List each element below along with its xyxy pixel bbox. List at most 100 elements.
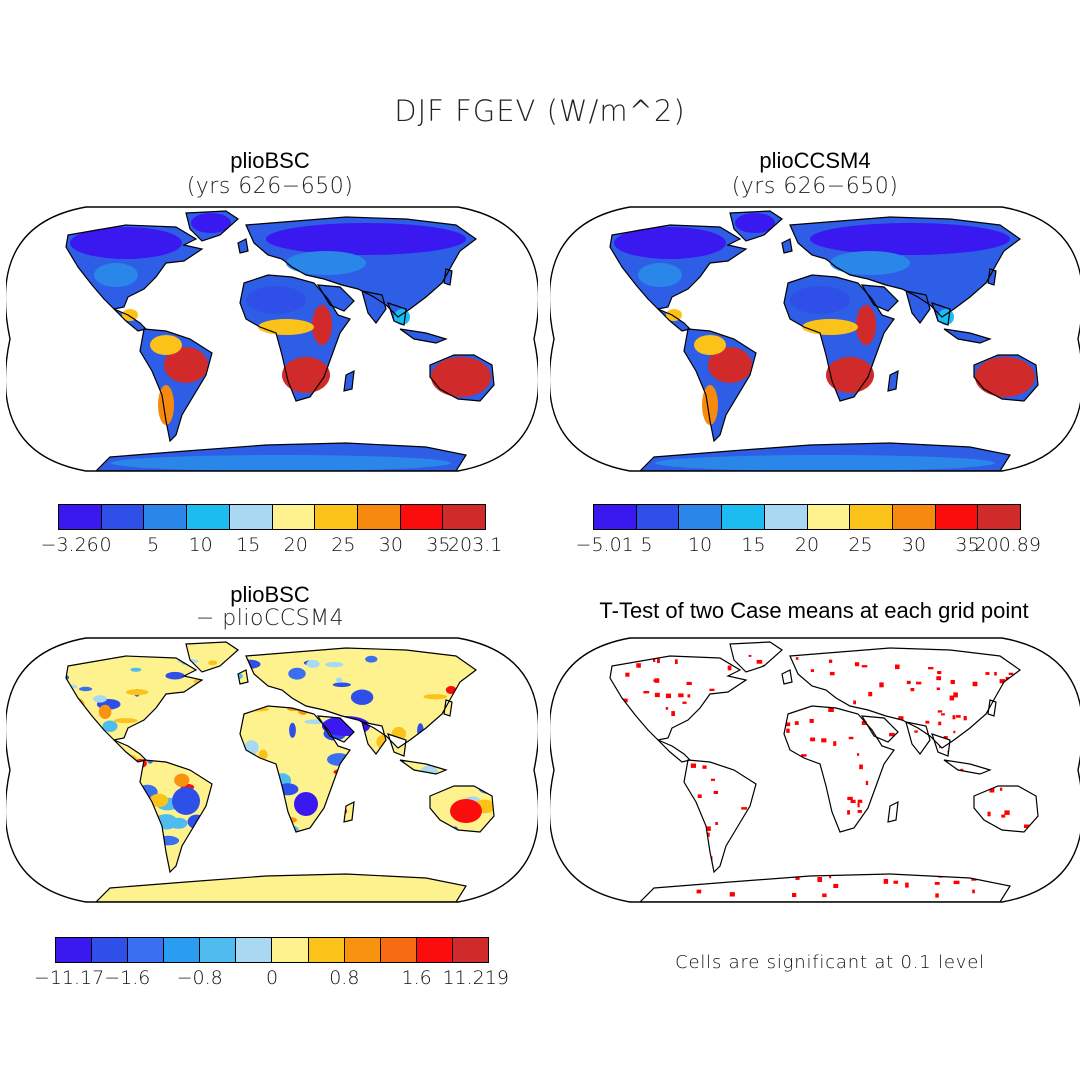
significant-cell	[853, 700, 856, 705]
coastline-uk	[237, 238, 249, 254]
colorbar-tick-label: 20	[283, 534, 308, 556]
colorbar-swatch	[722, 505, 765, 529]
diff-patch	[79, 686, 93, 692]
significant-cell	[928, 667, 934, 670]
significant-cell	[985, 672, 990, 675]
diff-patch	[350, 689, 374, 705]
colorbar-swatch	[850, 505, 893, 529]
colorbar-tick-label: 20	[794, 534, 820, 556]
coastline-uk	[237, 669, 249, 685]
significant-cell	[833, 741, 837, 746]
coastline-seasia	[931, 302, 951, 326]
coastline-sa	[139, 759, 213, 874]
diff-patch	[98, 704, 112, 719]
amazon-edge	[694, 335, 726, 355]
significant-cell	[686, 681, 692, 685]
amazon-edge	[150, 335, 182, 355]
significant-cell	[1005, 676, 1009, 681]
coastline-eurasia	[245, 216, 478, 318]
significant-cell	[682, 701, 687, 704]
significant-cell	[795, 875, 800, 880]
significant-cell	[936, 676, 941, 681]
panel-4-title: T-Test of two Case means at each grid po…	[599, 598, 1029, 623]
diff-patch	[332, 682, 351, 688]
significant-cell	[786, 728, 790, 733]
coastline-uk	[781, 238, 793, 254]
coastline-indo	[399, 328, 448, 344]
antarctic-coast	[655, 455, 995, 471]
significant-cell	[943, 736, 948, 739]
significant-cell	[847, 810, 850, 815]
coastline-indo	[943, 759, 992, 775]
ocean-mask	[550, 638, 1080, 902]
colorbar-swatch	[59, 505, 102, 529]
coastline-madagascar	[343, 369, 355, 392]
significant-cell	[861, 721, 867, 725]
significant-cell	[741, 807, 747, 810]
diff-patch	[289, 722, 296, 738]
colorbar-swatch	[92, 938, 129, 962]
significant-cell	[1001, 814, 1006, 818]
australia-heat	[431, 357, 491, 397]
land-ca	[658, 740, 690, 762]
land-india	[906, 291, 930, 323]
diff-patch	[258, 749, 268, 760]
sahel-band	[802, 319, 858, 335]
colorbar-swatch	[164, 938, 201, 962]
high-lat-na	[614, 227, 726, 259]
significant-cell	[809, 718, 814, 723]
significant-cell	[953, 692, 958, 698]
colorbar-tick-label: 15	[236, 534, 261, 556]
coastline-sa	[683, 759, 757, 874]
coastline-eurasia	[789, 216, 1022, 318]
significant-cell	[727, 665, 732, 671]
colorbar-tick-label: 1.6	[401, 967, 432, 989]
significant-cell	[795, 657, 799, 660]
panel-3-subtitle: − plioCCSM4	[195, 606, 345, 631]
antarctic-coast	[111, 455, 451, 471]
significant-cell	[938, 721, 942, 726]
significant-cell	[857, 799, 863, 803]
significant-cell	[665, 707, 669, 710]
coastline-greenland	[185, 210, 239, 242]
land-ca	[114, 740, 146, 762]
land-madagascar	[888, 802, 898, 822]
colorbar-swatch	[56, 938, 93, 962]
colorbar-tick-label: 30	[378, 534, 403, 556]
panel-3-colorbar	[55, 937, 489, 963]
greenland-shade	[735, 213, 775, 233]
significant-cell	[696, 889, 702, 894]
panel-4-map	[550, 637, 1080, 903]
significant-cell	[857, 802, 860, 808]
na-mid	[94, 263, 138, 287]
significant-cell	[905, 882, 909, 888]
significant-cell	[950, 680, 955, 685]
colorbar-swatch	[935, 505, 979, 529]
significant-cell	[859, 764, 863, 770]
colorbar-tick-label: −1.6	[104, 967, 151, 989]
significant-cell	[963, 716, 967, 721]
significant-cell	[854, 662, 860, 667]
coastline-madagascar	[887, 800, 899, 823]
significant-cell	[857, 753, 860, 756]
significant-cell	[895, 664, 900, 670]
coastline-antarctica	[638, 442, 1011, 471]
colorbar-swatch	[978, 505, 1021, 529]
colorbar-swatch	[272, 938, 309, 962]
land-indo	[944, 329, 990, 343]
eurasia-mid	[830, 251, 910, 275]
significant-cell	[956, 715, 961, 718]
colorbar-swatch	[380, 938, 417, 962]
coastline-africa	[239, 705, 351, 833]
significant-cell	[713, 791, 718, 794]
land-arabia	[862, 285, 898, 311]
colorbar-tick-label: 5	[147, 534, 160, 556]
colorbar-tick-label: −11.17	[33, 967, 105, 989]
coastline-japan	[443, 699, 453, 717]
significant-cell	[794, 721, 799, 725]
significant-cell	[690, 763, 696, 768]
panel-1-title: plioBSC	[230, 148, 310, 173]
panel-1-colorbar-labels: −3.26 0 5 10 15 20 25 30 35 203.1	[41, 534, 503, 558]
coastline-australia	[429, 354, 495, 402]
significant-cell	[953, 880, 960, 885]
